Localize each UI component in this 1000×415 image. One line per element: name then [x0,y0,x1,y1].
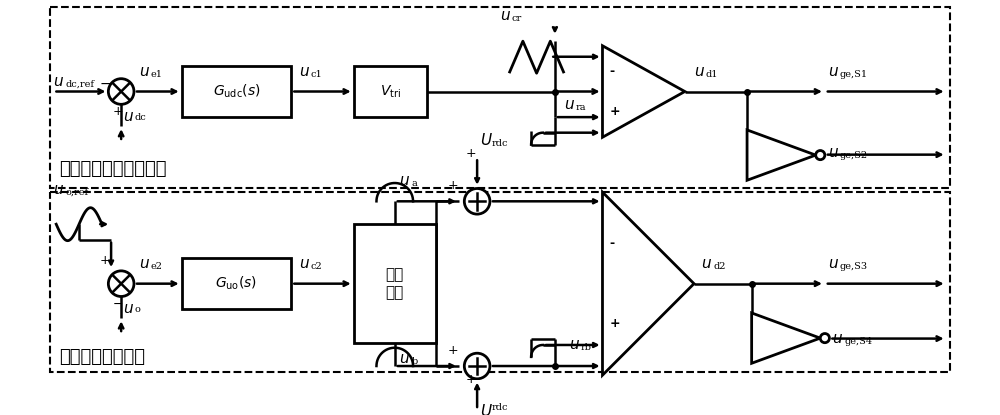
Text: $u$: $u$ [399,173,410,188]
Text: 直流母线电压闭环控制: 直流母线电压闭环控制 [59,161,166,178]
Text: $V_{\rm tri}$: $V_{\rm tri}$ [380,83,401,100]
Polygon shape [747,130,816,180]
Text: b: b [411,357,417,366]
Bar [354,224,436,343]
Text: $+$: $+$ [465,147,476,160]
Text: $+$: $+$ [447,344,458,357]
Text: e2: e2 [150,262,162,271]
Text: $u$: $u$ [53,75,64,89]
Text: $u$: $u$ [123,110,134,124]
Text: $-$: $-$ [99,76,111,90]
Text: $u$: $u$ [399,352,410,366]
Circle shape [820,334,829,343]
Text: $U$: $U$ [480,132,493,148]
Text: -: - [610,65,615,78]
Text: $u$: $u$ [564,98,575,112]
Text: o,ref: o,ref [65,188,88,197]
Text: ge,S4: ge,S4 [844,337,872,346]
Text: $u$: $u$ [694,65,705,79]
Text: $G_{\rm uo}(s)$: $G_{\rm uo}(s)$ [215,275,258,293]
Circle shape [108,271,134,296]
Text: ge,S1: ge,S1 [839,70,868,79]
Text: rdc: rdc [492,403,508,412]
Text: ge,S3: ge,S3 [839,262,868,271]
Text: +: + [610,105,620,118]
Polygon shape [602,46,685,137]
Bar [182,258,291,309]
Text: $u$: $u$ [701,257,712,271]
Text: $u$: $u$ [299,257,310,271]
Text: ra: ra [576,103,586,112]
Text: $u$: $u$ [299,65,310,79]
Text: rdc: rdc [492,139,508,148]
Text: a: a [411,178,417,188]
Text: $u$: $u$ [139,257,150,271]
Text: $+$: $+$ [99,254,110,267]
Text: e1: e1 [150,70,162,79]
Bar [50,192,950,372]
Text: d2: d2 [713,262,726,271]
Text: $u$: $u$ [139,65,150,79]
Polygon shape [752,313,820,363]
Text: $u$: $u$ [123,302,134,316]
Text: 输出电压闭环控制: 输出电压闭环控制 [59,348,145,366]
Text: $u$: $u$ [828,146,839,160]
Polygon shape [602,192,694,375]
Text: $u$: $u$ [569,338,580,352]
Text: rb: rb [581,343,592,352]
Text: $U$: $U$ [480,403,493,415]
Text: cr: cr [512,14,522,23]
Text: -: - [610,237,615,250]
Circle shape [816,151,825,160]
Text: $u$: $u$ [828,65,839,79]
Text: $u$: $u$ [500,9,511,23]
Text: c2: c2 [311,262,322,271]
Text: dc: dc [135,112,147,122]
Text: $G_{\rm udc}(s)$: $G_{\rm udc}(s)$ [213,83,260,100]
Text: $+$: $+$ [447,179,458,192]
Text: ge,S2: ge,S2 [839,151,868,160]
Text: $u$: $u$ [53,183,64,197]
Text: $+$: $+$ [112,105,123,118]
Circle shape [108,79,134,104]
Circle shape [464,353,490,379]
Bar [50,7,950,188]
Text: d1: d1 [706,70,718,79]
Text: dc,ref: dc,ref [65,80,94,89]
Bar [354,66,427,117]
Text: +: + [610,317,620,330]
Text: c1: c1 [311,70,322,79]
Bar [182,66,291,117]
Text: $+$: $+$ [465,373,476,386]
Text: 极性
判断: 极性 判断 [386,268,404,300]
Circle shape [464,188,490,214]
Text: $-$: $-$ [112,297,123,310]
Text: $u$: $u$ [832,332,843,346]
Text: o: o [135,305,141,314]
Text: $u$: $u$ [828,257,839,271]
